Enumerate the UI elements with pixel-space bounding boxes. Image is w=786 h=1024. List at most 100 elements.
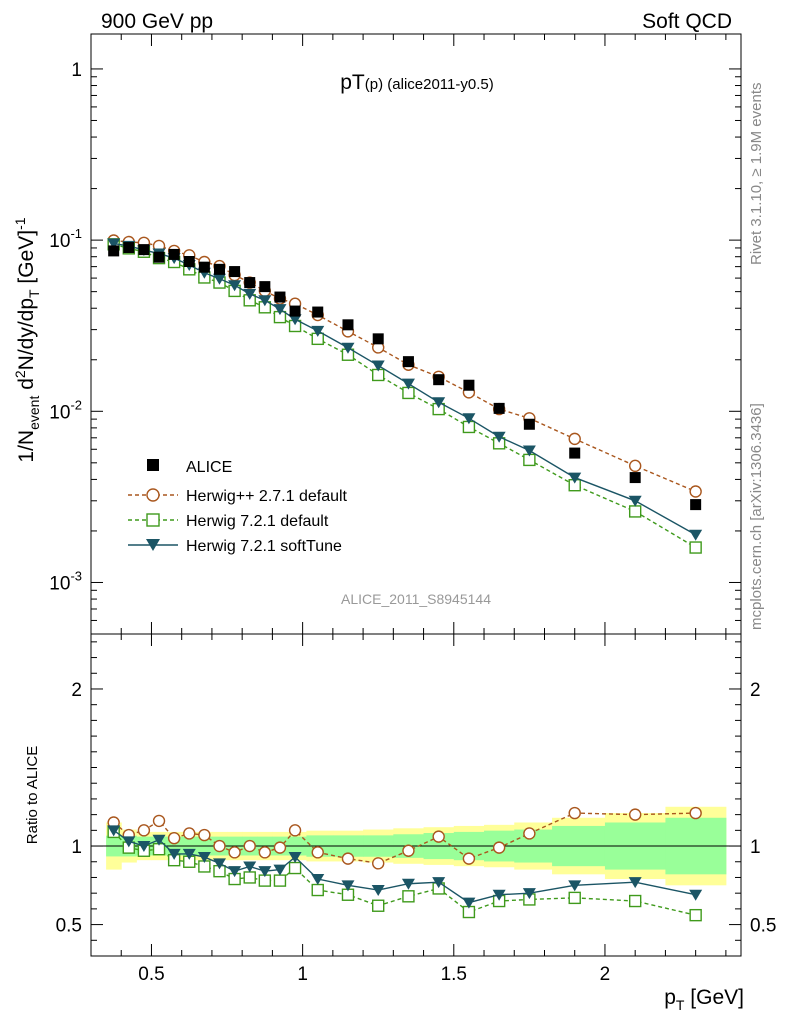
ratio-data-point (273, 841, 287, 854)
main-data-point (198, 261, 210, 273)
legend-entry-alice: ALICE (147, 459, 232, 476)
main-data-point (289, 305, 301, 317)
main-y-tick-label-exp: -2 (70, 397, 82, 412)
main-y-tick-label: 10-2 (49, 397, 82, 423)
ratio-data-point (243, 861, 257, 873)
ratio-data-point (258, 866, 272, 878)
main-data-point (462, 413, 476, 425)
ylabel-a-sub: event (26, 396, 42, 430)
main-data-point (288, 314, 302, 326)
plot-title-rest: (alice2011-y0.5) (383, 76, 494, 93)
ratio-data-point (372, 899, 385, 912)
ratio-data-point (402, 844, 415, 857)
ylabel-d: [GeV] (15, 230, 38, 290)
main-data-point (689, 541, 702, 554)
main-data-point (168, 248, 180, 260)
x-tick-label: 2 (600, 964, 611, 985)
ratio-data-point (152, 834, 166, 846)
x-tick-label: 0.5 (138, 964, 164, 985)
ratio-data-point (372, 857, 385, 870)
ratio-data-point (522, 888, 536, 900)
main-data-point (402, 356, 414, 368)
analysis-id-label: ALICE_2011_S8945144 (341, 591, 491, 607)
ratio-data-point (258, 846, 272, 859)
main-data-point (258, 295, 272, 307)
ratio-series-herwig-7-2-1-default (107, 825, 702, 922)
ratio-y-axis-label: Ratio to ALICE (24, 746, 41, 844)
main-axis-ticks: 110-110-210-3 (49, 34, 741, 635)
ratio-panel-frame (90, 633, 742, 957)
legend-label-herwig7-default: Herwig 7.2.1 default (186, 513, 329, 530)
ratio-data-point (122, 836, 136, 848)
main-data-point (243, 288, 257, 300)
ratio-data-point (492, 841, 506, 854)
ratio-data-point (628, 894, 642, 908)
main-y-tick-label-base: 1 (71, 60, 82, 81)
ratio-data-point (243, 871, 256, 884)
header-right: Soft QCD (642, 10, 732, 33)
main-data-point (432, 397, 446, 409)
ratio-data-point (341, 880, 355, 892)
ratio-y-tick-label-left: 1 (71, 837, 82, 858)
ratio-data-point (462, 852, 476, 865)
ratio-data-point (689, 889, 703, 901)
legend-marker-alice (147, 459, 159, 471)
legend-label-herwig7-softtune: Herwig 7.2.1 softTune (186, 538, 342, 555)
main-data-point (629, 472, 641, 484)
ratio-data-point (228, 846, 241, 859)
main-y-tick-label: 1 (71, 60, 82, 81)
main-data-point (259, 281, 271, 293)
x-tick-label: 1 (297, 964, 308, 985)
plot-title: pT(p) (alice2011-y0.5) (340, 71, 493, 94)
rivet-version-label: Rivet 3.1.10, ≥ 1.9M events (748, 83, 765, 266)
main-data-point (153, 251, 165, 263)
ratio-data-point (371, 885, 385, 897)
main-data-point (138, 244, 150, 256)
legend-entry-herwig7-softtune: Herwig 7.2.1 softTune (128, 538, 342, 555)
legend-label-alice: ALICE (186, 459, 232, 476)
ratio-data-point (167, 831, 181, 845)
main-data-point (342, 319, 354, 331)
ratio-data-point (213, 839, 226, 853)
ratio-data-point (228, 866, 242, 878)
ratio-data-point (311, 874, 325, 886)
ratio-data-point (462, 897, 476, 909)
ratio-data-point (288, 861, 302, 875)
x-tick-label: 1.5 (441, 964, 467, 985)
main-data-point (123, 242, 135, 254)
ratio-data-point (152, 814, 166, 828)
legend: ALICE Herwig++ 2.7.1 default Herwig 7.2.… (128, 459, 348, 555)
legend-label-herwigpp: Herwig++ 2.7.1 default (186, 488, 348, 505)
ratio-data-point (311, 846, 324, 859)
main-data-point (568, 472, 582, 484)
ratio-data-point (402, 890, 415, 903)
main-data-point (229, 266, 241, 278)
main-panel: 110-110-210-3 pT(p) (alice2011-y0.5) ALI… (12, 33, 742, 635)
ratio-data-point (568, 891, 581, 905)
ratio-y-tick-label-right: 2 (750, 680, 761, 701)
ratio-y-tick-label-right: 1 (750, 837, 761, 858)
ratio-series-herwig-7-2-1-softtune (107, 825, 703, 909)
main-data-point (311, 325, 325, 337)
main-y-tick-label-exp: -1 (70, 226, 82, 241)
main-data-point (108, 245, 120, 257)
main-y-axis-label: 1/Nevent d2N/dy/dpT [GeV]-1 (12, 217, 42, 462)
ratio-data-point (243, 839, 256, 853)
mcplots-label: mcplots.cern.ch [arXiv:1306.3436] (748, 403, 765, 630)
main-data-point (228, 280, 242, 292)
ratio-data-point (182, 848, 196, 860)
ratio-y-tick-label-left: 2 (71, 680, 82, 701)
ratio-data-point (197, 852, 211, 864)
ratio-data-point (198, 828, 211, 842)
header-left: 900 GeV pp (101, 10, 213, 33)
ratio-y-tick-label-left: 0.5 (56, 916, 82, 937)
main-data-point (568, 432, 581, 446)
ratio-data-point (432, 877, 446, 889)
main-series-group (107, 234, 703, 554)
main-y-tick-label-base: 10 (49, 402, 70, 423)
main-data-point (213, 263, 225, 275)
ratio-data-point (167, 848, 181, 860)
ratio-data-point (568, 806, 581, 820)
main-series-alice (108, 242, 702, 511)
